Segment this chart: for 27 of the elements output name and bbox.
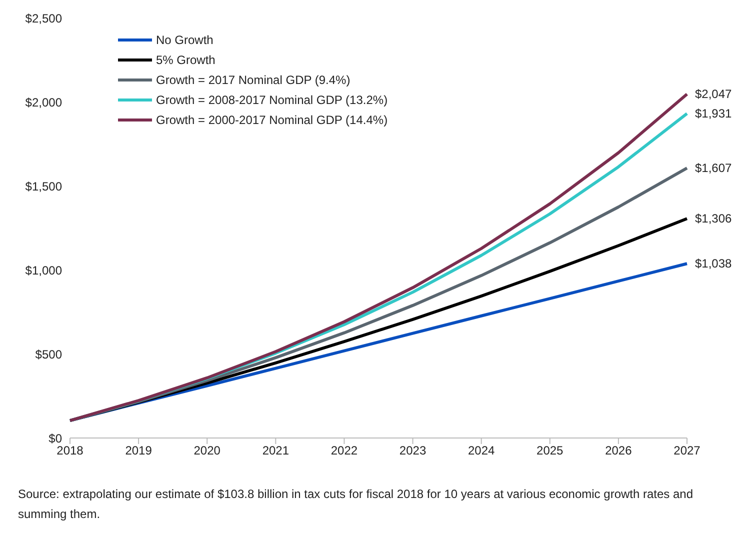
- data-label: $2,047: [695, 87, 732, 102]
- x-tick-label: 2026: [605, 444, 632, 458]
- legend-label: 5% Growth: [156, 53, 216, 67]
- legend-label: No Growth: [156, 33, 214, 47]
- x-tick-label: 2020: [194, 444, 221, 458]
- x-tick-label: 2024: [468, 444, 496, 458]
- y-tick-label: $1,000: [25, 263, 62, 278]
- x-tick-label: 2027: [674, 444, 701, 458]
- x-tick-label: 2019: [125, 444, 152, 458]
- legend-label: Growth = 2000-2017 Nominal GDP (14.4%): [156, 113, 388, 127]
- data-label: $1,607: [695, 161, 732, 176]
- y-tick-label: $1,500: [25, 179, 62, 194]
- y-tick-label: $2,000: [25, 95, 62, 110]
- x-tick-label: 2023: [399, 444, 426, 458]
- legend-label: Growth = 2017 Nominal GDP (9.4%): [156, 73, 350, 87]
- y-tick-label: $0: [48, 431, 62, 446]
- y-tick-label: $2,500: [25, 11, 62, 26]
- x-tick-label: 2018: [56, 444, 84, 458]
- x-tick-label: 2021: [262, 444, 290, 458]
- data-label: $1,038: [695, 256, 732, 271]
- x-tick-label: 2022: [330, 444, 358, 458]
- data-label: $1,931: [695, 106, 732, 121]
- source-note: Source: extrapolating our estimate of $103.8 billion in tax cuts for fiscal 2018 for 10 years at various economic growth rates and summing them.: [17, 486, 694, 523]
- legend-label: Growth = 2008-2017 Nominal GDP (13.2%): [156, 93, 388, 107]
- y-tick-label: $500: [35, 347, 62, 362]
- data-label: $1,306: [695, 212, 732, 226]
- x-tick-label: 2025: [536, 444, 564, 458]
